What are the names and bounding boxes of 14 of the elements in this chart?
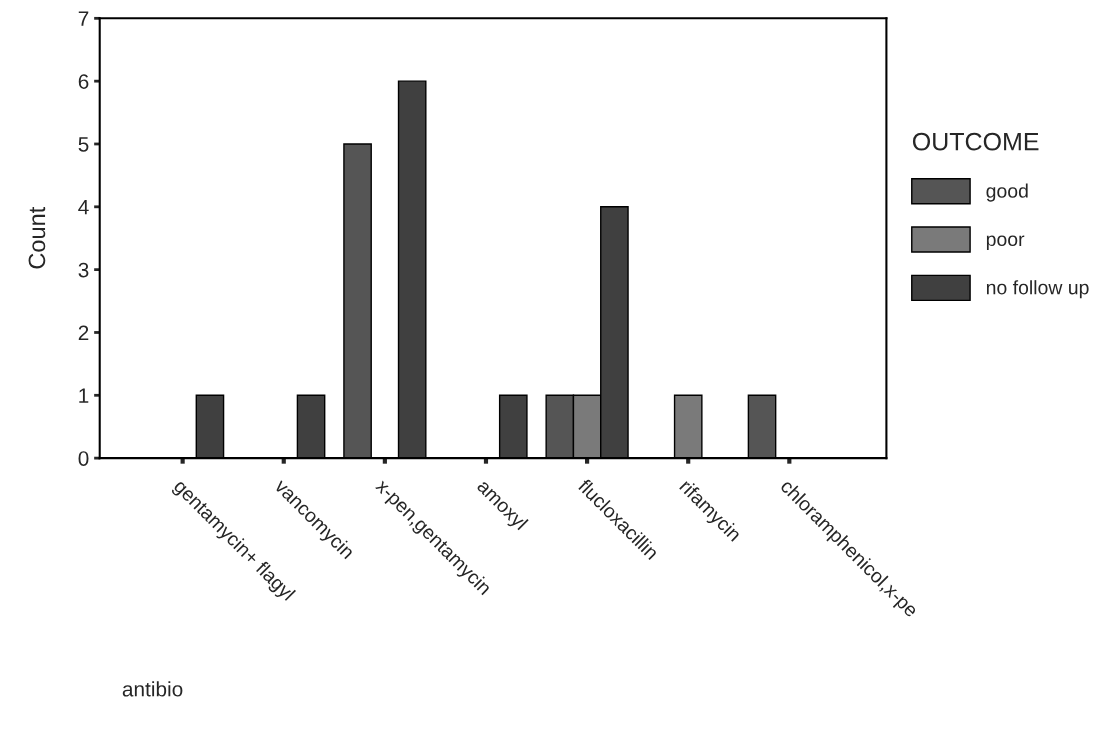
y-axis-title: Count [28, 206, 46, 269]
legend-title: OUTCOME [912, 132, 1039, 151]
x-axis-title: antibio [122, 681, 183, 697]
y-tick-label: 7 [78, 11, 89, 26]
y-tick-label: 2 [78, 325, 89, 341]
legend-label: poor [986, 235, 1025, 250]
y-tick-label: 0 [78, 451, 89, 466]
y-tick-label: 3 [78, 262, 89, 278]
y-tick-label: 1 [79, 388, 89, 403]
y-tick-label: 5 [78, 137, 89, 152]
legend-label: no follow up [986, 280, 1089, 299]
y-tick-label: 4 [78, 200, 89, 215]
y-tick-label: 6 [78, 74, 89, 89]
legend-label: good [986, 183, 1028, 202]
